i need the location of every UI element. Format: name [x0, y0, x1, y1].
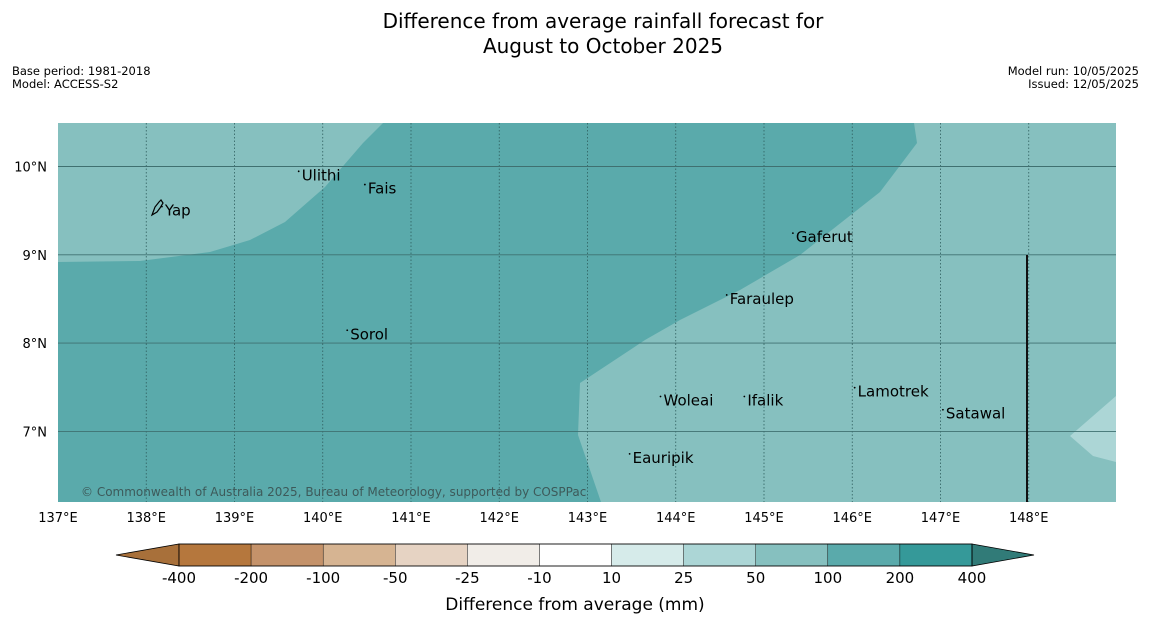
colorbar-tick-labels: -400 -200 -100 -50 -25 -10 10 25 50 100 200 400: [162, 569, 986, 587]
colorbar-segment: [899, 543, 973, 567]
place-label-satawal: Satawal: [946, 405, 1005, 423]
colorbar-tick: 10: [602, 569, 621, 587]
longitude-tick-label: 142°E: [479, 511, 519, 526]
title-line-1: Difference from average rainfall forecas…: [382, 9, 824, 33]
longitude-tick-label: 148°E: [1009, 511, 1049, 526]
colorbar-tick: 400: [958, 569, 987, 587]
issued-text: Issued: 12/05/2025: [1028, 77, 1139, 91]
colorbar-extend-high: [971, 543, 1035, 567]
island-marker: [346, 329, 349, 332]
longitude-tick-label: 144°E: [656, 511, 696, 526]
island-marker: [161, 205, 163, 208]
model-run-text: Model run: 10/05/2025: [1007, 64, 1139, 78]
place-label-fais: Fais: [368, 180, 397, 198]
colorbar-segment: [539, 543, 612, 567]
colorbar-tick: 100: [813, 569, 842, 587]
chart-title: Difference from average rainfall forecas…: [0, 9, 1150, 59]
band-25-50: [1070, 396, 1116, 462]
longitude-tick-label: 147°E: [921, 511, 961, 526]
latitude-tick-label: 7°N: [23, 425, 48, 440]
island-marker: [791, 232, 794, 235]
longitude-tick-label: 137°E: [38, 511, 78, 526]
colorbar-segment: [395, 543, 468, 567]
colorbar-segment: [467, 543, 540, 567]
colorbar: [115, 543, 1035, 567]
place-label-eauripik: Eauripik: [633, 449, 694, 467]
meta-left: Base period: 1981-2018 Model: ACCESS-S2: [12, 65, 151, 91]
place-labels: Yap Ulithi Fais Gaferut Faraulep Sorol Woleai I…: [161, 166, 1005, 467]
colorbar-segment: [322, 543, 396, 567]
island-marker: [628, 452, 631, 455]
copyright-text: © Commonwealth of Australia 2025, Bureau…: [81, 485, 586, 499]
island-marker: [725, 294, 728, 296]
colorbar-tick: 200: [886, 569, 915, 587]
longitude-tick-label: 138°E: [126, 511, 166, 526]
place-label-ulithi: Ulithi: [302, 166, 341, 184]
place-label-yap: Yap: [164, 202, 191, 220]
colorbar-segment: [250, 543, 324, 567]
colorbar-segment: [611, 543, 684, 567]
colorbar-tick: 25: [674, 569, 693, 587]
island-marker: [853, 386, 856, 389]
colorbar-tick: -25: [455, 569, 480, 587]
longitude-labels: 137°E 138°E 139°E 140°E 141°E 142°E 143°E 144°E…: [38, 511, 1048, 526]
latitude-tick-label: 8°N: [23, 337, 48, 352]
place-label-sorol: Sorol: [350, 325, 388, 343]
band-100-200: [58, 123, 917, 502]
island-marker: [363, 183, 366, 186]
longitude-tick-label: 145°E: [744, 511, 784, 526]
model-text: Model: ACCESS-S2: [12, 77, 119, 91]
island-marker: [297, 170, 300, 173]
colorbar-frame: [178, 543, 973, 567]
island-marker: [942, 408, 944, 411]
colorbar-segment: [178, 543, 252, 567]
latitude-labels: 10°N 9°N 8°N 7°N: [14, 161, 47, 441]
longitude-tick-label: 141°E: [391, 511, 431, 526]
yap-island-shape: [150, 199, 164, 217]
island-marker: [743, 395, 746, 398]
colorbar-tick: -100: [306, 569, 340, 587]
longitude-tick-label: 139°E: [215, 511, 255, 526]
place-label-ifalik: Ifalik: [747, 391, 783, 409]
meta-right: Model run: 10/05/2025 Issued: 12/05/2025: [1008, 65, 1139, 91]
colorbar-tick: -400: [162, 569, 196, 587]
base-period-text: Base period: 1981-2018: [12, 64, 151, 78]
colorbar-extend-low: [115, 543, 180, 567]
graticule: [58, 123, 1116, 502]
latitude-tick-label: 9°N: [23, 249, 48, 264]
colorbar-tick: -200: [234, 569, 268, 587]
longitude-tick-label: 140°E: [303, 511, 343, 526]
colorbar-tick: -50: [383, 569, 408, 587]
place-label-faraulep: Faraulep: [730, 290, 794, 308]
title-line-2: August to October 2025: [482, 34, 724, 58]
colorbar-segment: [755, 543, 829, 567]
colorbar-label: Difference from average (mm): [445, 595, 704, 615]
place-label-gaferut: Gaferut: [796, 228, 853, 246]
place-label-woleai: Woleai: [664, 391, 714, 409]
colorbar-segment: [827, 543, 901, 567]
longitude-tick-label: 146°E: [832, 511, 872, 526]
colorbar-segment: [683, 543, 756, 567]
colorbar-tick: -10: [527, 569, 552, 587]
latitude-tick-label: 10°N: [14, 161, 47, 176]
map-field: [58, 123, 1116, 502]
place-label-lamotrek: Lamotrek: [858, 383, 929, 401]
island-marker: [659, 395, 662, 398]
colorbar-tick: 50: [746, 569, 765, 587]
longitude-tick-label: 143°E: [568, 511, 608, 526]
